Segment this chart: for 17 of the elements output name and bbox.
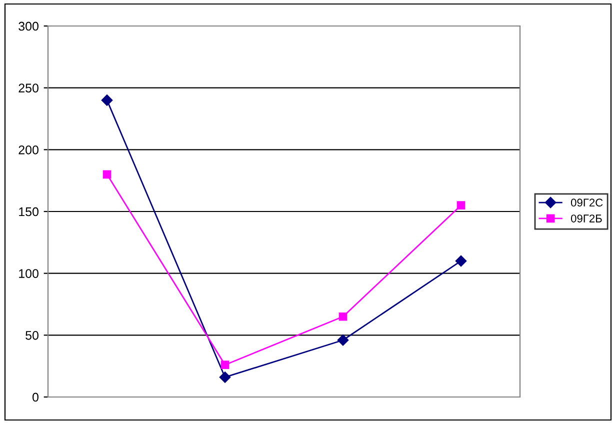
point [456,201,466,210]
y-tick-label: 250 [18,84,38,92]
point [219,372,231,383]
point [102,170,112,179]
y-tick-label: 0 [32,392,38,402]
point [220,360,230,370]
y-tick-label: 150 [19,207,38,216]
y-tick-label: 300 [18,22,38,31]
point [101,94,113,106]
point [455,255,467,267]
y-tick-label: 200 [18,145,38,154]
point [338,312,348,321]
legend-label: 09Г2С [570,198,603,207]
legend-label: 09Г2Б [570,214,602,222]
point [337,334,349,346]
y-tick-label: 50 [26,330,38,340]
y-tick-label: 100 [19,269,38,278]
